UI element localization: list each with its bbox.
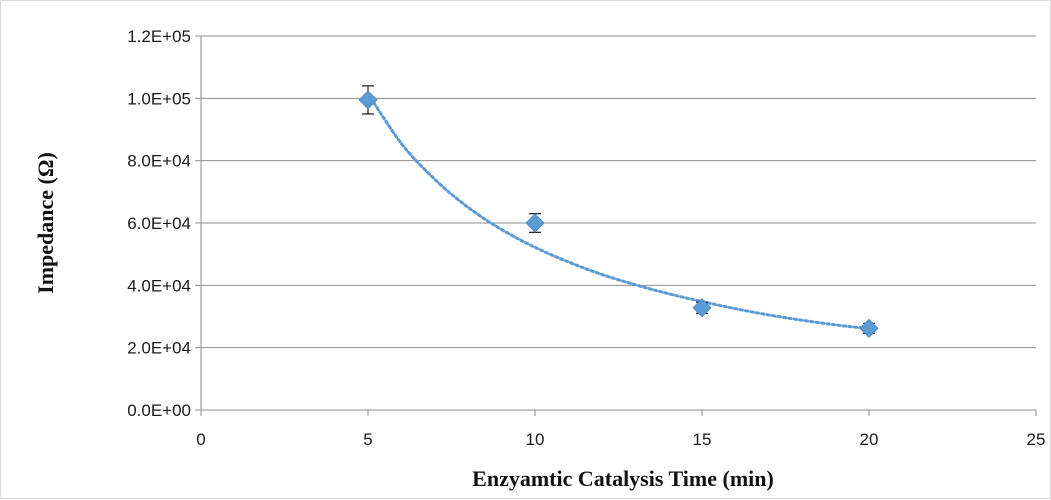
- y-tick-label: 0.0E+00: [127, 401, 191, 420]
- y-tick-labels: 0.0E+00 2.0E+04 4.0E+04 6.0E+04 8.0E+04 1.0E+…: [127, 27, 191, 420]
- y-axis-title: Impedance (Ω): [33, 152, 58, 294]
- x-axis-title: Enzyamtic Catalysis Time (min): [472, 466, 774, 491]
- data-point-diamond: [525, 213, 545, 233]
- axes: [195, 35, 1037, 416]
- grid-lines: [201, 35, 1036, 349]
- x-tick-labels: 0 5 10 15 20 25: [196, 430, 1045, 449]
- x-tick-label: 10: [526, 430, 545, 449]
- data-point-diamond: [692, 298, 712, 318]
- y-tick-label: 8.0E+04: [127, 152, 191, 171]
- x-tick-label: 5: [363, 430, 372, 449]
- y-tick-label: 1.2E+05: [127, 27, 191, 46]
- error-bars: [362, 85, 875, 334]
- x-tick-label: 0: [196, 430, 205, 449]
- y-tick-label: 4.0E+04: [127, 276, 191, 295]
- y-tick-label: 2.0E+04: [127, 339, 191, 358]
- x-tick-label: 25: [1027, 430, 1046, 449]
- data-point-diamond: [859, 318, 879, 338]
- y-tick-label: 1.0E+05: [127, 89, 191, 108]
- data-point-diamond: [358, 90, 378, 110]
- data-markers: [358, 90, 879, 338]
- x-tick-label: 20: [860, 430, 879, 449]
- y-tick-label: 6.0E+04: [127, 214, 191, 233]
- x-tick-label: 15: [693, 430, 712, 449]
- trendline: [366, 92, 871, 331]
